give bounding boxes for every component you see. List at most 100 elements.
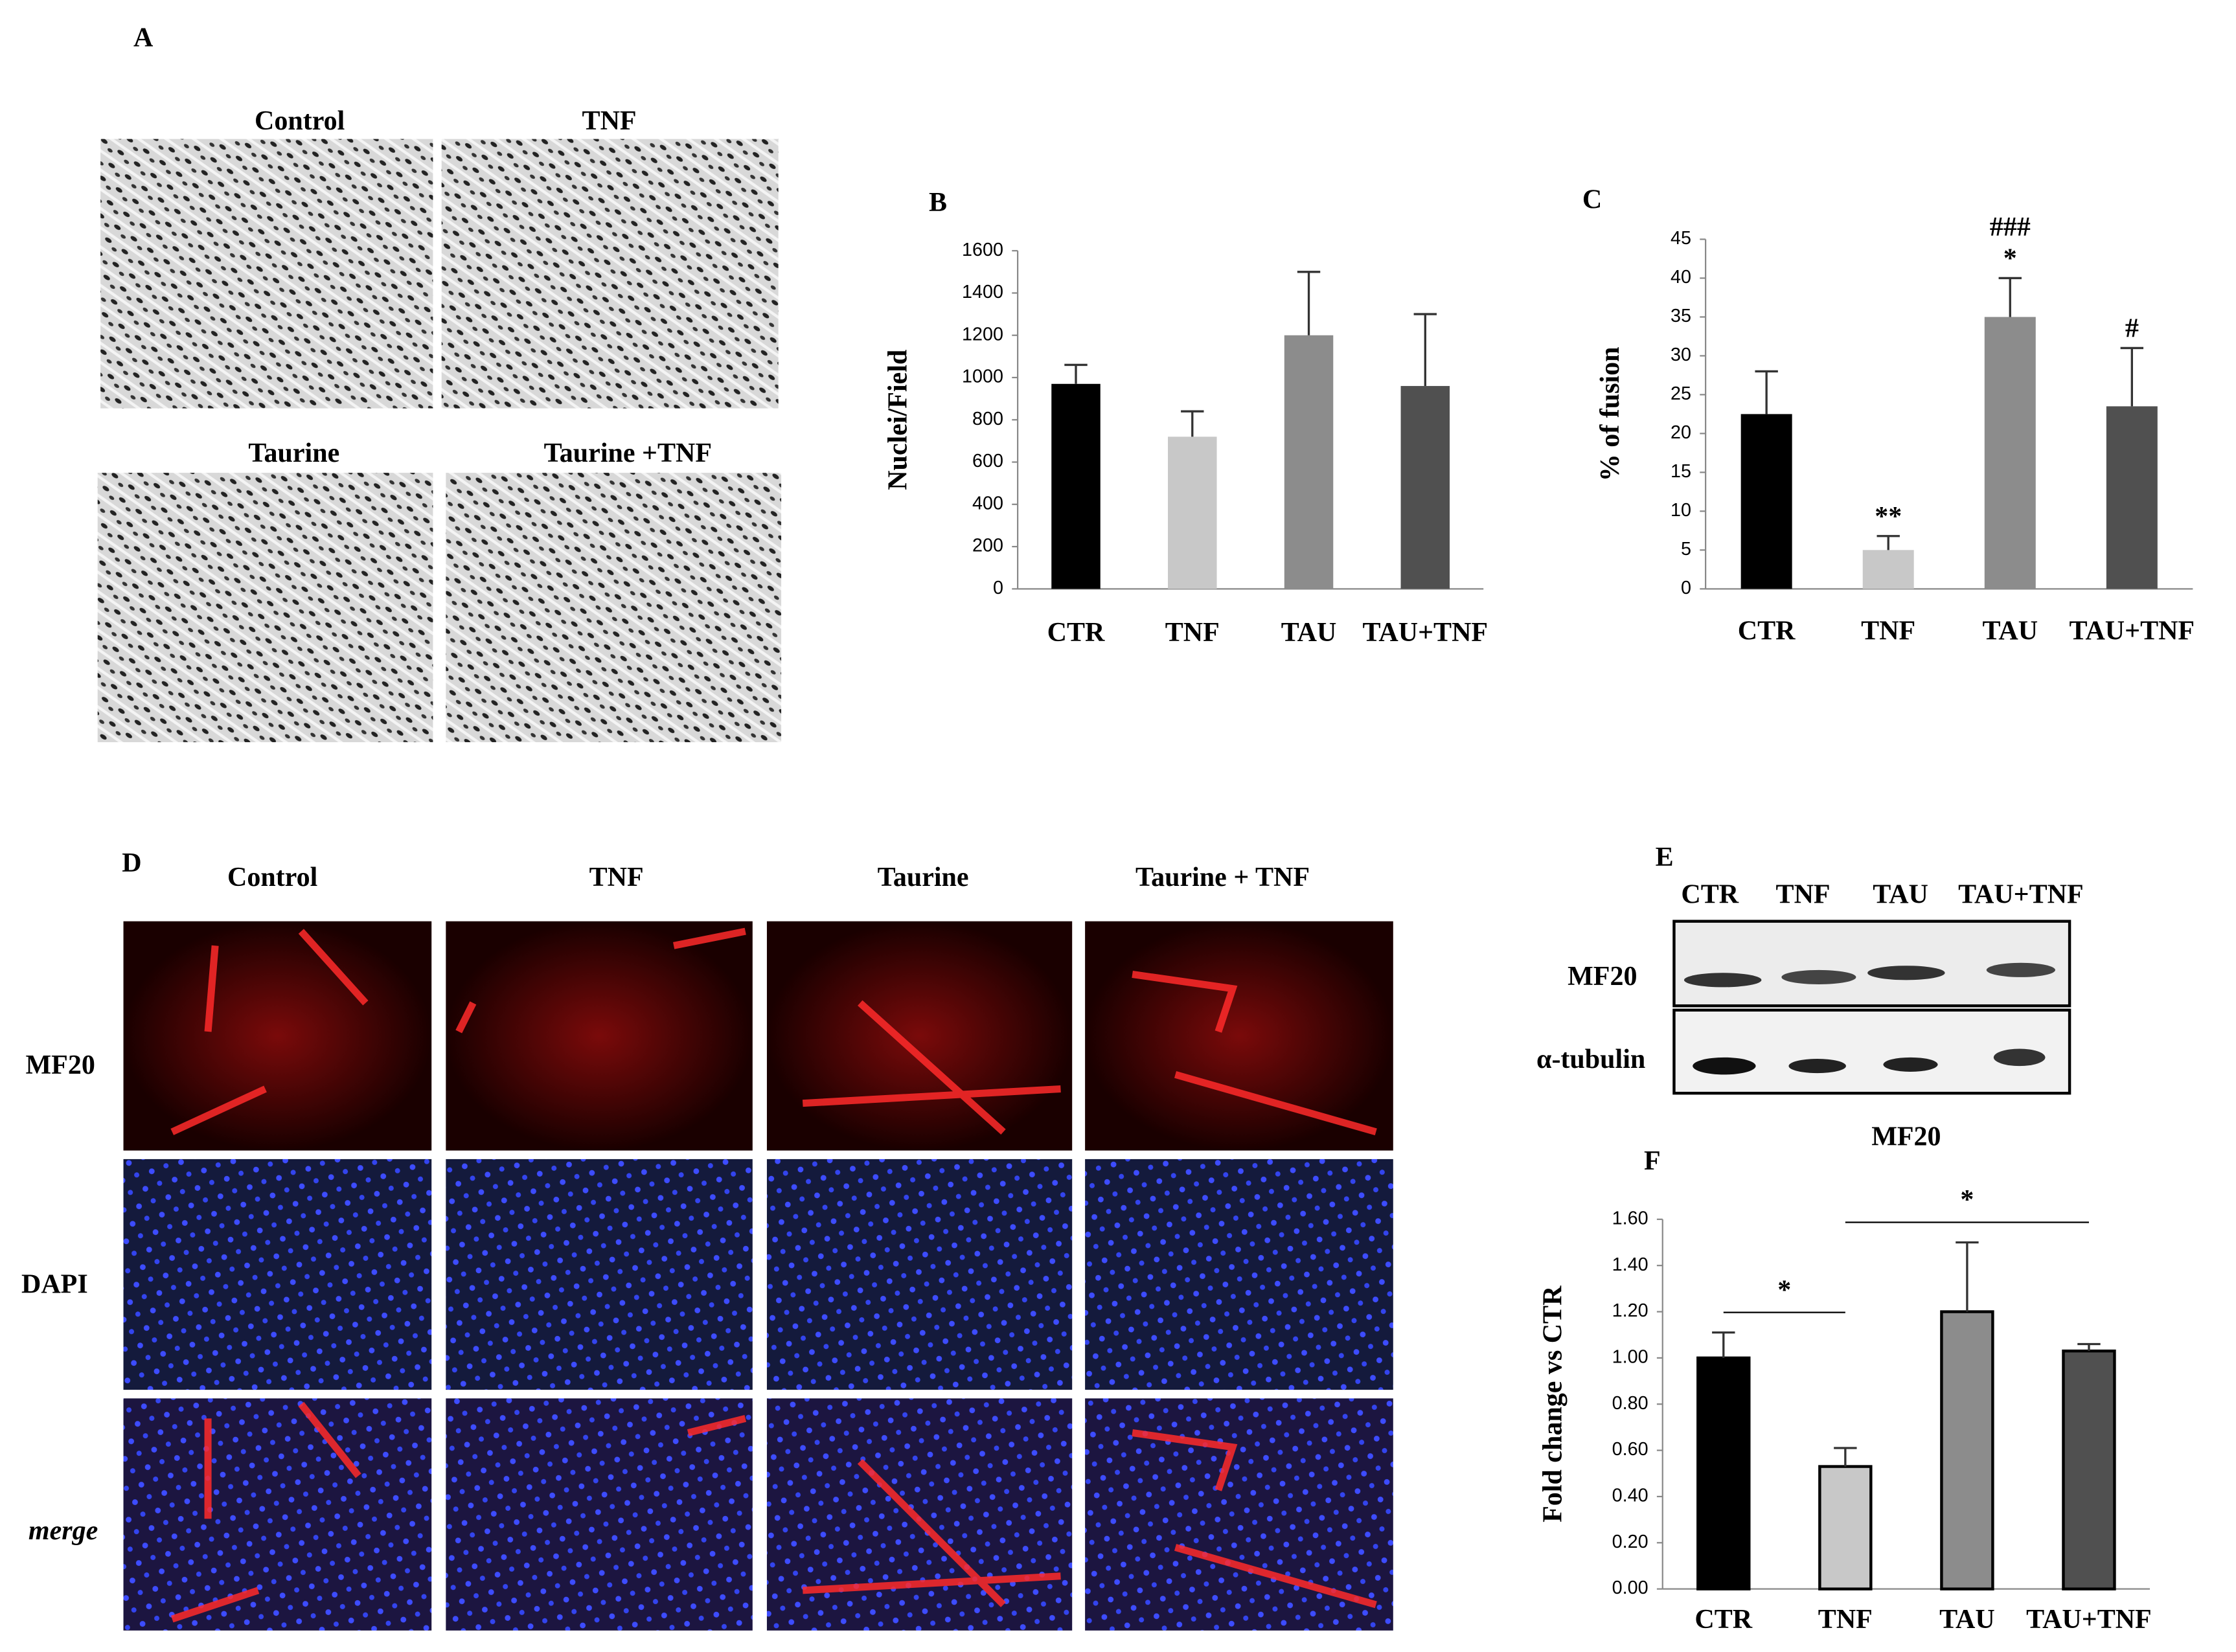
column-label: Taurine [878, 863, 969, 892]
error-bar [1998, 277, 2022, 317]
y-tick-label: 1.60 [1612, 1208, 1648, 1228]
lane-label: TAU+TNF [1958, 880, 2084, 910]
bar [1696, 1356, 1751, 1590]
error-bar [2077, 1342, 2101, 1352]
image-label: TNF [582, 106, 637, 136]
image-label: Taurine [248, 438, 339, 468]
y-tick-label: 600 [972, 451, 1003, 471]
y-tick-label: 1400 [962, 282, 1003, 302]
y-tick-label: 1600 [962, 240, 1003, 260]
y-tick-label: 30 [1671, 345, 1691, 365]
row-label: DAPI [21, 1269, 88, 1299]
bar [1740, 414, 1792, 589]
y-tick-label: 1.20 [1612, 1300, 1648, 1321]
error-bar [1712, 1331, 1735, 1358]
y-tick-label: 5 [1681, 539, 1691, 560]
x-tick-label: CTR [1047, 618, 1105, 648]
error-bar [1297, 271, 1321, 335]
y-tick-label: 0.80 [1612, 1393, 1648, 1414]
x-tick-label: TAU+TNF [1363, 618, 1489, 648]
y-tick-label: 25 [1671, 383, 1691, 404]
y-tick-label: 1.40 [1612, 1254, 1648, 1275]
bar [2062, 1349, 2116, 1590]
y-axis-label: Fold change vs CTR [1538, 1285, 1568, 1522]
y-tick-label: 200 [972, 536, 1003, 556]
x-tick-label: TAU+TNF [2070, 617, 2195, 646]
y-tick-label: 800 [972, 409, 1003, 429]
micrograph [446, 473, 782, 743]
row-label: merge [29, 1516, 98, 1546]
error-bar [1755, 370, 1778, 414]
y-tick-label: 0 [993, 578, 1003, 598]
bar [1862, 550, 1914, 589]
column-label: TNF [589, 863, 644, 892]
panel-label: E [1656, 843, 1674, 872]
column-label: Control [227, 863, 317, 892]
panel-label: B [929, 188, 947, 218]
y-tick-label: 1.00 [1612, 1346, 1648, 1367]
y-tick-label: 10 [1671, 500, 1691, 521]
y-tick-label: 20 [1671, 422, 1691, 443]
x-tick-label: CTR [1694, 1605, 1752, 1635]
row-label: MF20 [26, 1050, 95, 1080]
panel-label: A [133, 23, 154, 53]
x-tick-label: TAU [1281, 618, 1337, 648]
bar [1940, 1310, 1994, 1590]
micrograph [441, 139, 779, 409]
y-tick-label: 35 [1671, 306, 1691, 326]
y-tick-label: 40 [1671, 267, 1691, 288]
significance-mark: * [1777, 1275, 1791, 1305]
bar [1168, 436, 1217, 589]
x-tick-label: TNF [1861, 617, 1915, 646]
y-tick-label: 1000 [962, 367, 1003, 387]
column-label: Taurine + TNF [1135, 863, 1310, 892]
significance-mark: * [2003, 244, 2017, 274]
error-bar [1181, 410, 1204, 437]
error-bar [2120, 346, 2144, 407]
panel-label: F [1644, 1146, 1661, 1176]
bar [1051, 383, 1101, 589]
significance-mark: ### [1990, 212, 2031, 242]
y-tick-label: 0.20 [1612, 1532, 1648, 1552]
error-bar [1877, 535, 1900, 550]
x-tick-label: TAU [1982, 617, 2038, 646]
x-tick-label: TNF [1165, 618, 1220, 648]
y-tick-label: 0.60 [1612, 1439, 1648, 1460]
bar [2106, 406, 2158, 589]
lane-label: TNF [1776, 880, 1831, 910]
chart-title: MF20 [1871, 1122, 1941, 1152]
micrograph [97, 473, 433, 743]
y-tick-label: 400 [972, 493, 1003, 514]
y-axis-label: % of fusion [1595, 347, 1625, 482]
image-label: Taurine +TNF [544, 438, 712, 468]
lane-label: TAU [1873, 880, 1928, 910]
error-bar [1413, 313, 1437, 387]
x-tick-label: CTR [1738, 617, 1796, 646]
row-label: MF20 [1568, 962, 1637, 991]
significance-mark: * [1960, 1185, 1974, 1215]
x-tick-label: TAU [1939, 1605, 1995, 1635]
blot [1672, 920, 2071, 1095]
error-bar [1064, 363, 1088, 384]
y-tick-label: 45 [1671, 228, 1691, 249]
y-tick-label: 0.00 [1612, 1578, 1648, 1598]
y-axis-label: Nuclei/Field [883, 350, 913, 490]
y-tick-label: 0 [1681, 578, 1691, 598]
image-label: Control [255, 106, 345, 136]
error-bar [1834, 1447, 1857, 1467]
x-tick-label: TNF [1818, 1605, 1873, 1635]
panel-label: C [1582, 185, 1602, 215]
lane-label: CTR [1681, 880, 1739, 910]
bar [1400, 386, 1450, 589]
micrograph [100, 139, 433, 409]
y-tick-label: 1200 [962, 324, 1003, 345]
significance-mark: # [2125, 314, 2139, 344]
fluorescence-grid [123, 921, 1393, 1631]
bar [1284, 335, 1334, 589]
error-bar [1956, 1241, 1979, 1312]
x-tick-label: TAU+TNF [2026, 1605, 2152, 1635]
bar [1818, 1465, 1873, 1590]
significance-mark: ** [1875, 502, 1902, 532]
panel-label: D [122, 848, 141, 878]
